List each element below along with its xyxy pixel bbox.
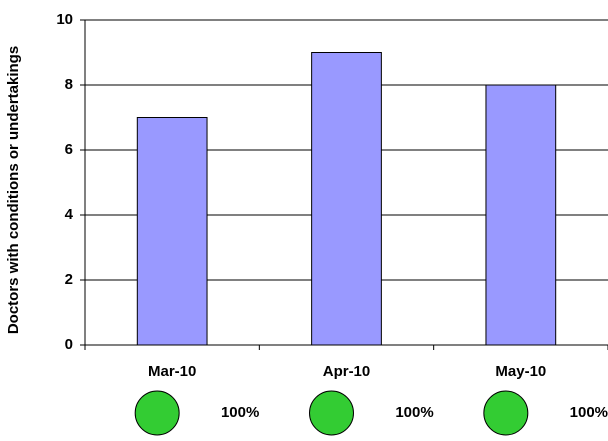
status-label: 100%	[395, 404, 433, 421]
status-indicator	[483, 390, 529, 436]
y-tick-label: 6	[65, 141, 73, 158]
y-tick-label: 0	[65, 336, 73, 353]
y-tick-label: 10	[56, 11, 73, 28]
bar	[136, 117, 208, 346]
status-indicator	[134, 390, 180, 436]
x-tick-label: Apr-10	[323, 363, 371, 380]
y-tick-label: 2	[65, 271, 73, 288]
y-axis-label: Doctors with conditions or undertakings	[5, 46, 22, 334]
x-tick-label: Mar-10	[148, 363, 196, 380]
status-label: 100%	[221, 404, 259, 421]
y-tick-label: 8	[65, 76, 73, 93]
x-tick-label: May-10	[495, 363, 546, 380]
status-label: 100%	[570, 404, 608, 421]
status-indicator	[309, 390, 354, 436]
bar	[311, 52, 382, 346]
bar	[485, 84, 557, 346]
y-tick-label: 4	[65, 206, 74, 223]
